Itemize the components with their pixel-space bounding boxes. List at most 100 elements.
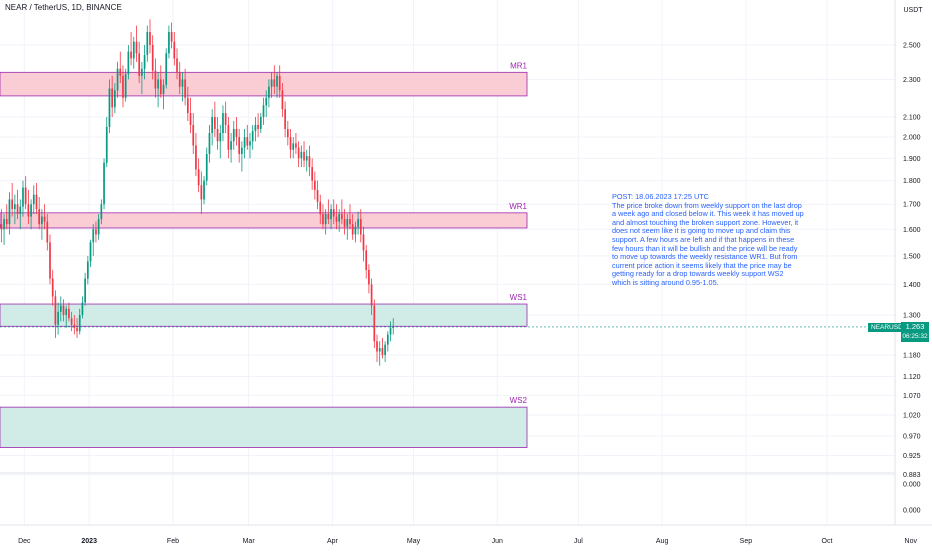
candle-body [165,53,168,85]
candle-body [57,311,59,325]
candle-body [138,53,141,76]
time-tick-label: Nov [905,538,918,545]
candle-body [214,116,216,129]
candle-body [43,216,46,222]
candle-body [203,180,205,200]
candle-body [19,206,22,215]
price-tick-label: 0.925 [903,453,921,460]
candle-body [311,167,313,181]
time-tick-label: Oct [822,538,833,545]
candle-body [108,88,111,127]
candle-body [124,74,127,98]
candle-body [38,209,41,225]
candle-body [351,224,354,235]
symbol-title[interactable]: NEAR / TetherUS, 1D, BINANCE [5,3,122,12]
candles [0,19,895,366]
candle-body [14,204,16,210]
candle-body [35,194,38,210]
candle-body [170,31,173,42]
candle-body [103,162,105,205]
candle-body [286,128,289,138]
candle-body [186,97,189,114]
candle-body [135,41,138,54]
candle-body [208,133,211,154]
candle-body [173,41,176,59]
zones: MR1 WR1 WS1 WS2 [0,61,528,448]
candle-body [73,324,76,328]
price-tag-countdown: 06:25:32 [902,333,928,340]
candle-body [386,334,389,345]
candle-body [276,75,278,87]
candle-body [100,204,103,220]
zone-wr1 [0,212,528,229]
candle-body [216,128,219,142]
candle-body [313,180,316,190]
volume-tick-label: 0.000 [903,508,921,515]
candle-body [227,124,230,150]
candle-body [119,68,122,76]
candle-body [116,68,119,91]
candle-body [111,88,114,108]
price-tick-label: 1.700 [903,202,921,209]
candle-body [54,296,57,325]
candle-body [176,58,178,73]
candle-body [303,151,305,161]
time-tick-label: Jul [574,538,583,545]
candle-body [268,86,270,98]
price-tick-label: 1.800 [903,178,921,185]
zone-ws1 [0,303,528,327]
candle-body [162,84,165,95]
candle-body [324,214,327,225]
candle-body [195,145,197,170]
candle-body [332,209,335,217]
time-tick-label: Apr [327,538,339,545]
candle-body [257,124,259,129]
candle-body [157,79,159,89]
candle-body [86,261,89,279]
candle-body [89,242,92,262]
last-price-tag: NEARUSDT 1.263 06:25:32 [868,322,929,342]
candle-body [322,214,324,225]
zone-label-ws1: WS1 [510,293,528,302]
zone-label-ws2: WS2 [510,396,528,405]
candle-body [300,151,303,159]
candle-body [49,242,51,279]
candle-body [262,105,265,117]
time-tick-label: Mar [243,538,256,545]
candle-body [384,344,386,355]
candle-body [27,204,30,217]
price-tag-price: 1.263 [905,322,925,331]
time-tick-label: Feb [167,538,179,545]
currency-label: USDT [903,7,923,14]
candle-body [243,137,246,148]
price-tick-label: 0.970 [903,433,921,440]
candle-body [354,226,357,235]
candle-body [292,143,295,150]
candle-body [305,156,308,161]
time-tick-label: Aug [656,538,669,545]
candle-body [295,143,297,148]
candle-body [308,156,311,168]
time-tick-label: May [407,538,421,545]
candle-body [192,124,195,146]
candle-body [249,141,251,146]
candle-body [278,75,281,91]
candle-body [273,79,276,87]
candle-body [211,116,214,134]
price-tag-value-box: 1.263 06:25:32 [901,322,929,342]
candle-body [346,219,349,227]
candle-body [335,216,338,222]
candle-body [151,45,154,71]
candle-body [316,189,319,202]
candle-body [343,219,346,227]
candle-body [327,214,330,220]
candle-body [149,31,151,45]
candle-body [349,219,351,225]
candle-body [5,219,8,225]
price-tick-label: 1.500 [903,253,921,260]
candle-body [105,126,108,163]
candle-body [297,147,300,159]
candle-body [241,147,243,154]
